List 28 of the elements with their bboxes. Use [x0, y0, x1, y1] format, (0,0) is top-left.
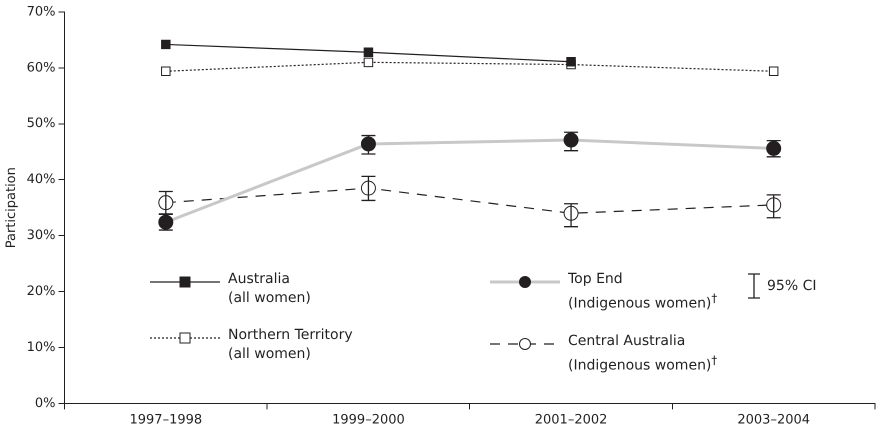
point [564, 206, 579, 221]
y-axis-title: Participation [4, 167, 20, 248]
y-tick-label: 10% [26, 340, 56, 355]
x-tick-label: 1999–2000 [332, 412, 405, 428]
y-tick-label: 30% [26, 228, 56, 244]
y-tick-label: 70% [26, 4, 56, 20]
y-tick-label: 60% [26, 60, 56, 76]
point [360, 136, 376, 152]
point [161, 66, 171, 76]
point [161, 40, 171, 50]
legend-label: Central Australia (Indigenous women)$^{†}$ [568, 332, 718, 376]
point [364, 48, 374, 57]
y-tick-label: 50% [26, 116, 56, 132]
legend-label: Northern Territory (all women) [228, 326, 353, 364]
y-tick-label: 0% [34, 396, 56, 411]
point [360, 180, 376, 196]
point [768, 66, 778, 76]
legend-label: Top End (Indigenous women)$^{†}$ [568, 270, 718, 314]
x-tick-label: 2003–2004 [737, 412, 810, 428]
y-tick-label: 40% [26, 172, 56, 188]
legend-label: Australia (all women) [228, 270, 311, 308]
x-tick-label: 1997–1998 [129, 412, 202, 428]
annotation: 95% CI [767, 278, 816, 294]
point [564, 132, 579, 148]
point [364, 58, 374, 68]
y-tick-label: 20% [26, 284, 56, 299]
point [566, 57, 576, 67]
x-tick-label: 2001–2002 [534, 412, 608, 428]
